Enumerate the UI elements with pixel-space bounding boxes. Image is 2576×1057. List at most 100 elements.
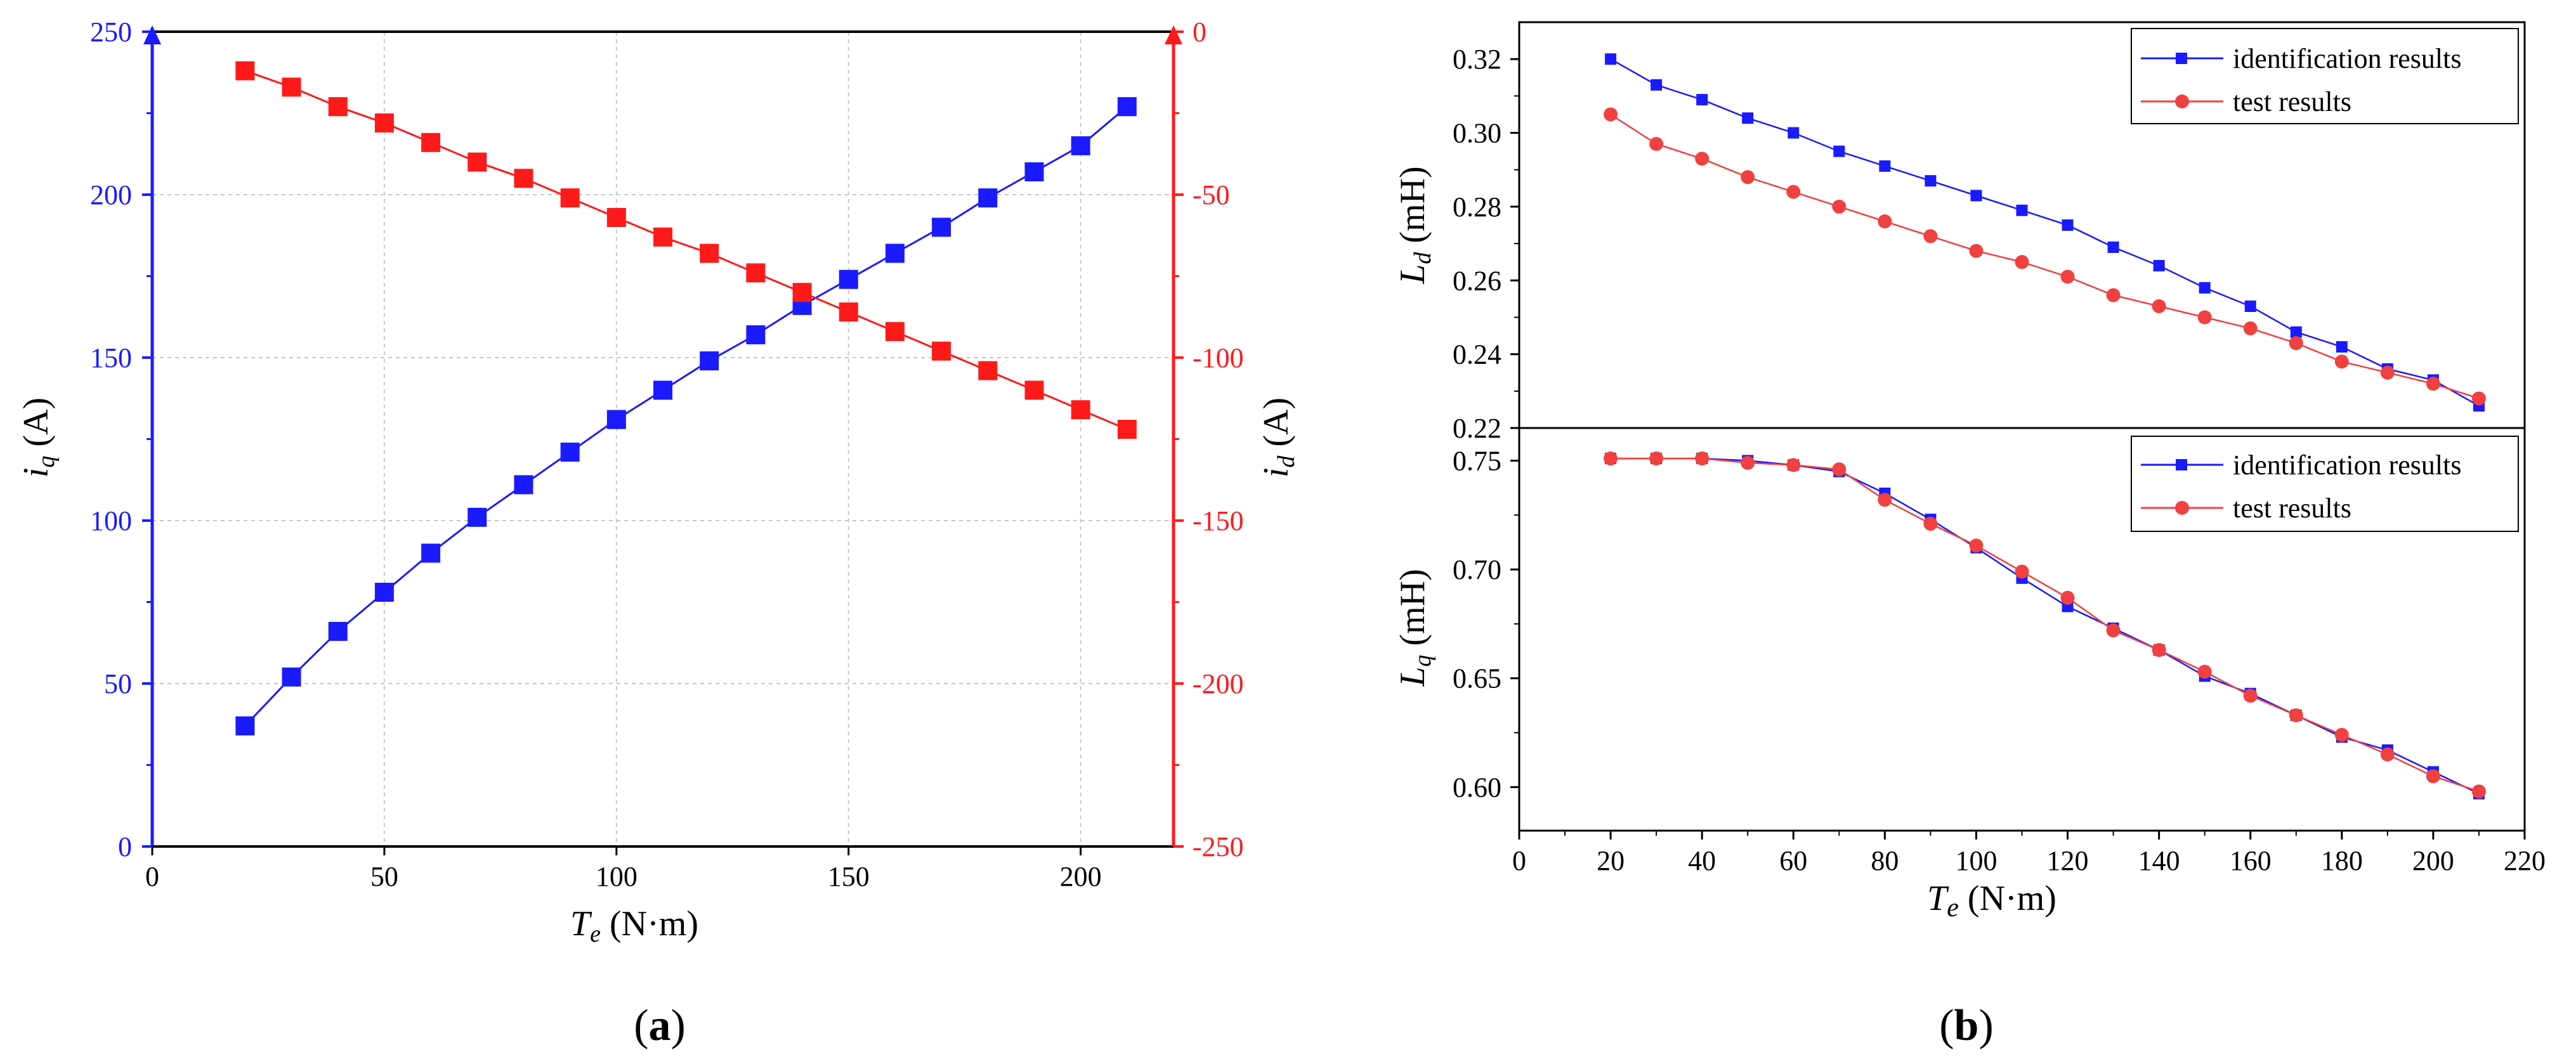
- b-bottom-point-1: [2426, 769, 2440, 784]
- b-top-y-tick-label: 0.22: [1453, 413, 1501, 444]
- b-top-point-0: [2153, 260, 2165, 271]
- b-top-line-0: [1610, 58, 2480, 407]
- b-x-axis-title: Te (N·m): [1927, 879, 2056, 923]
- legend-circle-marker: [2175, 501, 2189, 515]
- panel-a-label: (a): [634, 1001, 686, 1050]
- b-bottom-point-1: [2197, 665, 2212, 679]
- a-left-tick-label: 200: [90, 179, 132, 211]
- a-point-id: [700, 243, 719, 263]
- b-top-point-1: [2289, 336, 2303, 351]
- a-point-id: [885, 321, 905, 341]
- b-x-tick-label: 20: [1597, 845, 1625, 876]
- chart-b-top: 0.22 0.24 0.26 0.28 0.30 0.32 Ld (mH) identif…: [1393, 21, 2526, 444]
- a-point-id: [792, 283, 812, 302]
- b-top-point-1: [1923, 229, 1938, 243]
- a-point-iq: [560, 443, 580, 462]
- b-top-point-1: [2334, 354, 2349, 369]
- b-bottom-y-tick-label: 0.65: [1453, 663, 1501, 694]
- b-top-point-0: [2016, 204, 2028, 216]
- a-point-id: [1117, 420, 1137, 439]
- b-top-point-1: [1832, 199, 1847, 214]
- b-top-point-1: [2471, 391, 2486, 406]
- a-point-id: [560, 188, 580, 208]
- legend-label-test: test results: [2233, 86, 2351, 117]
- b-bottom-point-1: [2289, 708, 2303, 723]
- a-point-iq: [885, 243, 905, 263]
- b-bottom-y-tick-label: 0.60: [1453, 772, 1501, 803]
- b-top-point-1: [1878, 214, 1892, 229]
- a-right-axis-arrow: [1165, 25, 1182, 44]
- a-point-iq: [328, 621, 348, 641]
- a-x-tick-label: 0: [145, 861, 159, 892]
- a-right-tick-label: -250: [1193, 831, 1244, 862]
- b-x-tick-label: 0: [1512, 845, 1526, 876]
- a-right-tick-label: -200: [1193, 668, 1244, 699]
- b-bottom-point-1: [2060, 590, 2075, 605]
- a-point-iq: [932, 217, 951, 237]
- b-bottom-point-1: [2380, 747, 2395, 762]
- b-top-y-tick-label: 0.26: [1453, 265, 1501, 296]
- a-point-iq: [746, 325, 766, 345]
- legend-circle-marker: [2175, 94, 2189, 108]
- b-x-tick-label: 180: [2321, 845, 2363, 876]
- b-x-tick-label: 200: [2412, 845, 2454, 876]
- b-bottom-y-axis-title: Lq (mH): [1393, 569, 1436, 687]
- a-point-id: [282, 77, 301, 97]
- b-bottom-y-tick-label: 0.70: [1453, 554, 1501, 585]
- b-top-y-tick-label: 0.32: [1453, 44, 1501, 75]
- b-bottom-point-1: [1832, 462, 1847, 477]
- b-bottom-point-1: [1741, 455, 1755, 470]
- b-top-y-axis-title: Ld (mH): [1393, 166, 1436, 284]
- b-x-tick-label: 120: [2047, 845, 2089, 876]
- a-right-tick-label: -100: [1193, 342, 1244, 373]
- a-x-tick-label: 200: [1060, 861, 1102, 892]
- b-top-point-0: [2290, 326, 2302, 338]
- b-bottom-point-1: [1786, 458, 1801, 472]
- b-top-legend: identification results test results: [2131, 28, 2519, 124]
- b-x-tick-label: 100: [1955, 845, 1997, 876]
- a-point-iq: [653, 380, 672, 400]
- a-point-iq: [514, 475, 533, 495]
- a-left-axis-arrow: [143, 25, 161, 44]
- a-right-axis-title: id (A): [1257, 398, 1300, 477]
- a-x-tick-label: 100: [596, 861, 637, 892]
- b-top-point-1: [1604, 107, 1618, 122]
- b-bottom-point-1: [1969, 538, 1984, 553]
- b-x-tick-label: 220: [2504, 845, 2546, 876]
- a-point-iq: [374, 583, 394, 602]
- a-point-id: [932, 341, 951, 361]
- b-top-point-0: [2062, 219, 2074, 231]
- b-top-point-1: [1741, 170, 1755, 185]
- a-point-iq: [700, 351, 719, 371]
- a-point-id: [514, 169, 533, 188]
- b-x-tick-label: 40: [1688, 845, 1716, 876]
- b-top-point-0: [2199, 282, 2211, 294]
- b-top-point-1: [1649, 137, 1664, 151]
- a-point-iq: [235, 716, 255, 736]
- b-bottom-point-1: [2471, 784, 2486, 799]
- a-point-iq: [1071, 136, 1090, 155]
- b-bottom-frame: [1518, 427, 2526, 832]
- a-left-tick-label: 100: [90, 505, 132, 536]
- a-point-id: [374, 113, 394, 133]
- legend-square-marker: [2176, 459, 2187, 470]
- b-top-point-0: [1879, 160, 1891, 172]
- a-point-id: [467, 152, 487, 172]
- b-top-point-1: [2060, 269, 2075, 284]
- b-top-line-1: [1610, 113, 2480, 399]
- b-bottom-point-1: [1923, 517, 1938, 531]
- b-bottom-point-1: [2334, 727, 2349, 742]
- chart-b-bottom: 0.60 0.65 0.70 0.75 0 20 40 60 80 100 120 140 160 180…: [1393, 427, 2546, 1050]
- a-left-tick-label: 150: [90, 342, 132, 373]
- b-top-point-0: [2244, 301, 2256, 312]
- b-bottom-point-1: [2106, 623, 2121, 638]
- b-top-point-0: [2107, 241, 2119, 253]
- b-top-point-1: [2152, 299, 2166, 313]
- b-bottom-line-0: [1611, 457, 2480, 794]
- a-point-iq: [1117, 97, 1137, 117]
- a-left-axis-title: iq (A): [16, 398, 60, 477]
- b-bottom-point-1: [1695, 451, 1710, 466]
- a-left-tick-label: 250: [90, 16, 132, 48]
- b-top-point-0: [1696, 94, 1708, 106]
- b-top-y-tick-label: 0.24: [1453, 339, 1501, 370]
